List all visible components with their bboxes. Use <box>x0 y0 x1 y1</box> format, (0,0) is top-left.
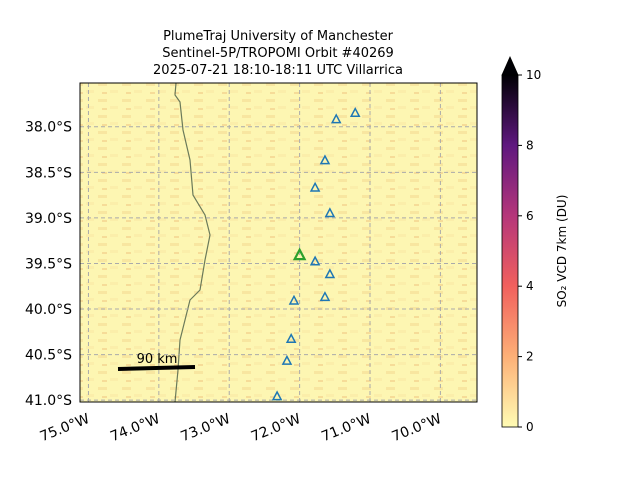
title-line: 2025-07-21 18:10-18:11 UTC Villarrica <box>153 63 403 78</box>
y-tick-label: 40.0°S <box>25 302 72 318</box>
volcano-marker <box>330 113 342 124</box>
x-tick-label: 74.0°W <box>108 411 162 445</box>
volcano-marker <box>319 291 331 302</box>
x-tick-label: 70.0°W <box>390 411 444 445</box>
y-tick-label: 41.0°S <box>25 393 72 409</box>
volcano-marker <box>288 294 300 305</box>
title-line: Sentinel-5P/TROPOMI Orbit #40269 <box>162 46 394 61</box>
volcano-marker <box>285 333 297 344</box>
x-tick-label: 72.0°W <box>249 411 303 445</box>
volcano-marker <box>324 207 336 218</box>
volcano-marker <box>349 106 361 117</box>
y-tick-label: 39.5°S <box>25 256 72 272</box>
y-tick-label: 38.0°S <box>25 120 72 136</box>
coastline <box>174 83 211 402</box>
x-tick-label: 73.0°W <box>179 411 233 445</box>
volcano-marker <box>271 390 283 401</box>
colorbar-tick-label: 2 <box>526 350 534 364</box>
x-tick-label: 75.0°W <box>38 411 92 445</box>
map-background <box>80 83 477 402</box>
volcano-marker <box>281 354 293 365</box>
colorbar-tick-label: 6 <box>526 209 534 223</box>
y-tick-label: 40.5°S <box>25 348 72 364</box>
colorbar-extend <box>501 56 519 76</box>
y-tick-label: 39.0°S <box>25 211 72 227</box>
colorbar <box>501 74 519 428</box>
colorbar-tick-label: 0 <box>526 420 534 434</box>
map-frame <box>79 82 478 403</box>
title-line: PlumeTraj University of Manchester <box>163 29 393 44</box>
x-tick-label: 71.0°W <box>319 411 373 445</box>
volcano-marker <box>309 181 321 192</box>
volcano-marker <box>319 154 331 165</box>
target-volcano <box>292 247 307 261</box>
volcano-marker <box>309 255 321 266</box>
colorbar-tick-label: 4 <box>526 279 534 293</box>
colorbar-label: SO₂ VCD 7km (DU) <box>555 195 569 308</box>
colorbar-tick-label: 10 <box>526 68 541 82</box>
scale-bar-label: 90 km <box>137 352 178 367</box>
volcano-marker <box>324 268 336 279</box>
colorbar-tick-label: 8 <box>526 138 534 152</box>
y-tick-label: 38.5°S <box>25 165 72 181</box>
scale-bar <box>117 365 196 371</box>
